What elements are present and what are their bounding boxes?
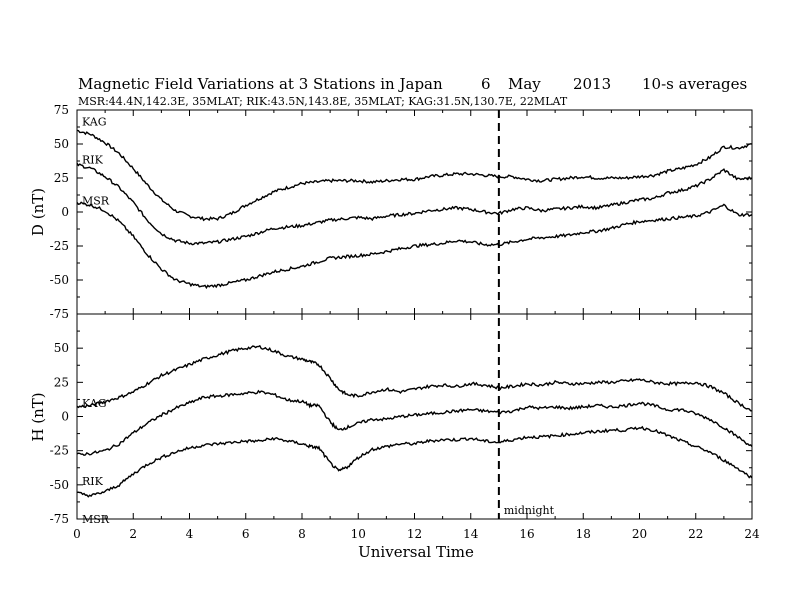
h-y-axis: 50 25 0 -25 -50 -75 (50, 313, 752, 526)
x-tick-label: 12 (407, 527, 422, 541)
h-series-kag (76, 344, 753, 412)
title-day: 6 (481, 75, 491, 93)
h-label-rik: RIK (82, 475, 104, 488)
h-ytick-label: 0 (61, 410, 69, 424)
title-month: May (508, 75, 541, 93)
midnight-label: midnight (504, 504, 555, 517)
d-panel: 75 50 25 0 -25 -50 -75 KAG RIK MSR D (nT) (29, 103, 753, 321)
h-ytick-label: -75 (50, 512, 69, 526)
x-tick-label: 0 (73, 527, 81, 541)
d-label-rik: RIK (82, 153, 104, 166)
x-tick-label: 8 (298, 527, 306, 541)
h-series-rik (76, 389, 753, 456)
h-ytick-label: 25 (54, 375, 69, 389)
d-ytick-label: 75 (54, 103, 69, 117)
chart-title: Magnetic Field Variations at 3 Stations … (78, 75, 443, 93)
x-axis: 0 2 4 6 8 10 12 14 16 18 20 22 24 (73, 110, 760, 541)
x-tick-label: 4 (186, 527, 194, 541)
d-ytick-label: 0 (61, 205, 69, 219)
x-tick-label: 2 (129, 527, 137, 541)
x-tick-label: 16 (519, 527, 534, 541)
x-tick-label: 18 (576, 527, 591, 541)
d-ytick-label: 25 (54, 171, 69, 185)
d-label-kag: KAG (82, 115, 107, 128)
d-y-axis: 75 50 25 0 -25 -50 -75 (50, 103, 752, 321)
x-tick-label: 22 (688, 527, 703, 541)
x-tick-label: 14 (463, 527, 479, 541)
h-panel: 50 25 0 -25 -50 -75 KAG RIK MSR H (nT) (29, 313, 753, 526)
d-label-msr: MSR (82, 194, 110, 207)
h-axis-label: H (nT) (29, 392, 47, 441)
d-series-group (76, 129, 753, 290)
h-ytick-label: -25 (50, 444, 69, 458)
x-tick-label: 20 (632, 527, 647, 541)
d-ytick-label: 50 (54, 137, 69, 151)
d-ytick-label: -50 (50, 273, 69, 287)
h-ytick-label: 50 (54, 341, 69, 355)
h-label-kag: KAG (82, 397, 107, 410)
x-tick-label: 24 (744, 527, 760, 541)
d-station-labels: KAG RIK MSR (82, 115, 110, 207)
h-series-msr (76, 425, 753, 498)
d-series-kag (76, 129, 753, 222)
h-station-labels: KAG RIK MSR (82, 397, 110, 526)
h-label-msr: MSR (82, 513, 110, 526)
h-series-group (76, 344, 753, 498)
d-series-msr (76, 201, 753, 290)
x-tick-label: 10 (351, 527, 366, 541)
d-ytick-label: -75 (50, 307, 69, 321)
d-series-rik (76, 162, 753, 246)
station-coordinates: MSR:44.4N,142.3E, 35MLAT; RIK:43.5N,143.… (78, 95, 568, 108)
title-averaging: 10-s averages (642, 75, 747, 93)
x-axis-label: Universal Time (358, 543, 474, 561)
d-ytick-label: -25 (50, 239, 69, 253)
d-axis-label: D (nT) (29, 188, 47, 236)
title-year: 2013 (573, 75, 611, 93)
x-tick-label: 6 (242, 527, 250, 541)
h-ytick-label: -50 (50, 478, 69, 492)
h-panel-frame (76, 313, 753, 520)
